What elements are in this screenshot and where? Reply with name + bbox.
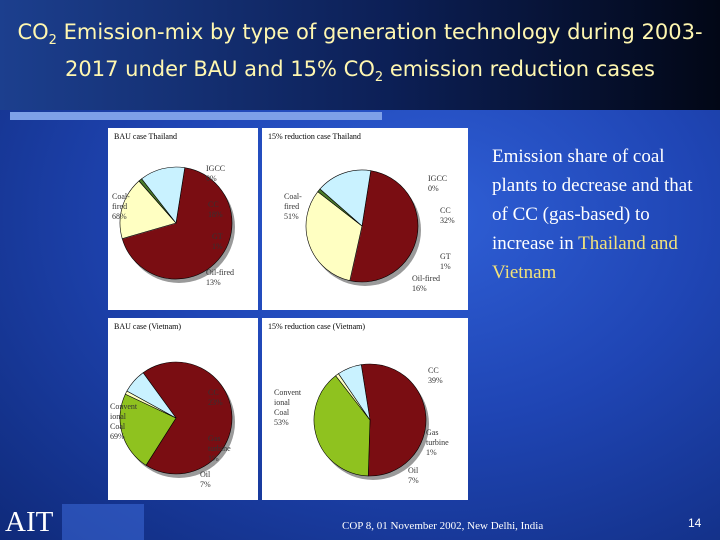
title-line2-sub: 2 [374, 70, 384, 86]
slice-label-conventional-coal: Convent ional Coal 69% [110, 402, 138, 441]
pie-title: BAU case Thailand [114, 132, 177, 141]
slice-label-coal-fired: Coal- fired 51% [284, 192, 302, 221]
slice-label-oil: Oil 7% [408, 466, 419, 485]
pie-title: 15% reduction case (Vietnam) [268, 322, 366, 331]
pie-slice-oil [338, 364, 371, 421]
ait-logo: AIT [5, 506, 54, 538]
pie-slice-conventional-coal [142, 361, 233, 475]
slice-label-oil-fired: Oil-fired 16% [412, 274, 440, 293]
slice-label-coal-fired: Coal- fired 68% [112, 192, 130, 221]
pie-slice-cc [313, 375, 371, 477]
pie-slice-cc [305, 191, 363, 282]
page-number: 14 [688, 516, 702, 530]
slice-label-oil-fired: Oil-fired 13% [206, 268, 234, 287]
pie-slice-coal-fired [349, 170, 419, 283]
pie-slice-conventional-coal [360, 363, 427, 477]
pie-chart-reduction-vietnam [313, 363, 429, 480]
footer-text: COP 8, 01 November 2002, New Delhi, Indi… [342, 520, 544, 532]
slice-label-gt: GT 1% [440, 252, 451, 271]
pie-slice-cc [119, 180, 177, 239]
pie-chart-reduction-thailand [305, 169, 421, 286]
pie-slice-oil-fired [141, 166, 186, 224]
pie-slice-cc [119, 393, 177, 466]
slice-label-cc: CC 32% [440, 206, 455, 225]
slide-title: CO2 Emission-mix by type of generation t… [0, 18, 720, 92]
title-line1-sub: 2 [48, 33, 57, 49]
slice-label-oil: Oil 7% [200, 470, 211, 489]
slice-label-igcc: IGCC 0% [206, 164, 226, 183]
logo-accent-bar [62, 504, 144, 540]
slice-label-cc: CC 39% [428, 366, 443, 385]
commentary-main: Emission share of coal plants to decreas… [492, 146, 693, 254]
slice-label-gas-turbine: Gas turbine 1% [208, 434, 231, 463]
slice-label-cc: CC 18% [208, 200, 223, 219]
title-band [0, 0, 720, 110]
pie-chart-bau-thailand [119, 166, 235, 283]
pie-slice-coal-fired [121, 167, 233, 280]
title-line2-pre: 2017 under BAU and 15% CO [65, 57, 375, 82]
commentary-text: Emission share of coal plants to decreas… [492, 142, 707, 287]
pie-slice-oil [126, 372, 177, 419]
slice-label-cc: CC 23% [208, 388, 223, 407]
slice-label-gas-turbine: Gas turbine 1% [426, 428, 449, 457]
pie-chart-bau-vietnam [119, 361, 235, 478]
commentary-highlight: Thailand and Vietnam [492, 233, 678, 283]
title-accent-bar [10, 112, 382, 120]
title-line1-post: Emission-mix by type of generation techn… [56, 20, 703, 44]
slice-label-gt: GT 1% [212, 232, 223, 251]
pie-panel-reduction-thailand: 15% reduction case Thailand Coal- fired … [262, 128, 468, 310]
title-line2-post: emission reduction cases [383, 57, 655, 82]
pie-title: BAU case (Vietnam) [114, 322, 182, 331]
slice-label-igcc: IGCC 0% [428, 174, 448, 193]
pie-title: 15% reduction case Thailand [268, 132, 361, 141]
pie-panel-bau-thailand: BAU case Thailand Coal- fired 68% IGCC 0%… [108, 128, 258, 310]
pie-slice-oil-fired [319, 169, 372, 227]
pie-panel-bau-vietnam: BAU case (Vietnam) Convent ional Coal 69… [108, 318, 258, 500]
title-line1-pre: CO [17, 20, 49, 44]
pie-panel-reduction-vietnam: 15% reduction case (Vietnam) Convent ion… [262, 318, 468, 500]
slice-label-conventional-coal: Convent ional Coal 53% [274, 388, 302, 427]
